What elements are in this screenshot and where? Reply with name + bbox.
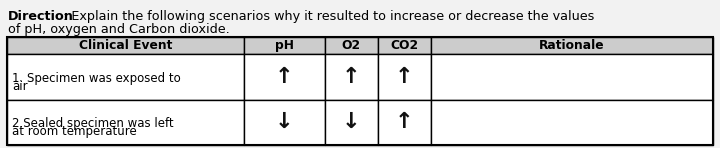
Text: of pH, oxygen and Carbon dioxide.: of pH, oxygen and Carbon dioxide. <box>8 23 230 36</box>
Text: air: air <box>12 80 27 93</box>
Bar <box>378 54 431 99</box>
Text: 1. Specimen was exposed to: 1. Specimen was exposed to <box>12 72 181 85</box>
Text: Clinical Event: Clinical Event <box>78 39 172 52</box>
Bar <box>243 37 325 54</box>
Text: O2: O2 <box>341 39 361 52</box>
Text: ↑: ↑ <box>342 67 361 87</box>
Bar <box>378 37 431 54</box>
Text: ↓: ↓ <box>275 112 294 132</box>
Bar <box>431 54 713 99</box>
Bar <box>325 54 378 99</box>
Text: ↑: ↑ <box>395 112 413 132</box>
Bar <box>325 37 378 54</box>
Bar <box>431 99 713 145</box>
Bar <box>431 37 713 54</box>
Bar <box>7 37 713 145</box>
Bar <box>325 99 378 145</box>
Text: : Explain the following scenarios why it resulted to increase or decrease the va: : Explain the following scenarios why it… <box>63 10 595 23</box>
Text: at room temperature: at room temperature <box>12 125 137 138</box>
Text: ↑: ↑ <box>395 67 413 87</box>
Bar <box>378 99 431 145</box>
Text: pH: pH <box>274 39 294 52</box>
Bar <box>243 99 325 145</box>
Bar <box>7 99 243 145</box>
Text: CO2: CO2 <box>390 39 418 52</box>
Text: ↓: ↓ <box>342 112 361 132</box>
Text: Direction: Direction <box>8 10 74 23</box>
Bar <box>7 37 243 54</box>
Bar <box>7 54 243 99</box>
Text: Rationale: Rationale <box>539 39 605 52</box>
Bar <box>243 54 325 99</box>
Text: 2.Sealed specimen was left: 2.Sealed specimen was left <box>12 117 174 130</box>
Text: ↑: ↑ <box>275 67 294 87</box>
